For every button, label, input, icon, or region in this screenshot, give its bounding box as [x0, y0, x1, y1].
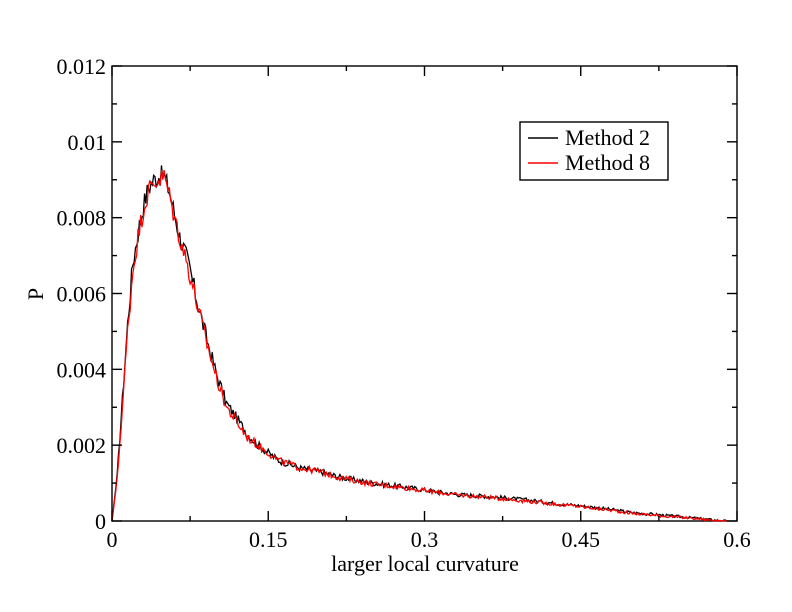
x-tick-label: 0: [107, 527, 118, 552]
legend-box: [519, 121, 669, 181]
y-axis-title: P: [23, 288, 48, 300]
x-tick-label: 0.6: [723, 527, 751, 552]
legend-label: Method 8: [565, 150, 650, 175]
ticks-layer: [111, 65, 738, 522]
x-tick-label: 0.45: [562, 527, 601, 552]
y-tick-label: 0.01: [68, 130, 107, 155]
y-tick-label: 0.012: [57, 54, 107, 79]
legend-label: Method 2: [565, 125, 650, 150]
y-tick-label: 0.002: [57, 433, 107, 458]
y-tick-label: 0: [95, 509, 106, 534]
series-line-2: [111, 169, 727, 522]
series-layer: [111, 165, 727, 522]
y-tick-label: 0.004: [57, 357, 107, 382]
series-line-1: [111, 165, 727, 522]
y-tick-label: 0.008: [57, 206, 107, 231]
x-tick-label: 0.15: [249, 527, 288, 552]
x-tick-label: 0.3: [411, 527, 439, 552]
x-axis-title: larger local curvature: [331, 551, 519, 576]
y-tick-label: 0.006: [57, 282, 107, 307]
tick-labels: 0 0.15 0.3 0.45 0.6 0 0.002 0.004 0.006 0.008 0.01…: [57, 54, 751, 552]
